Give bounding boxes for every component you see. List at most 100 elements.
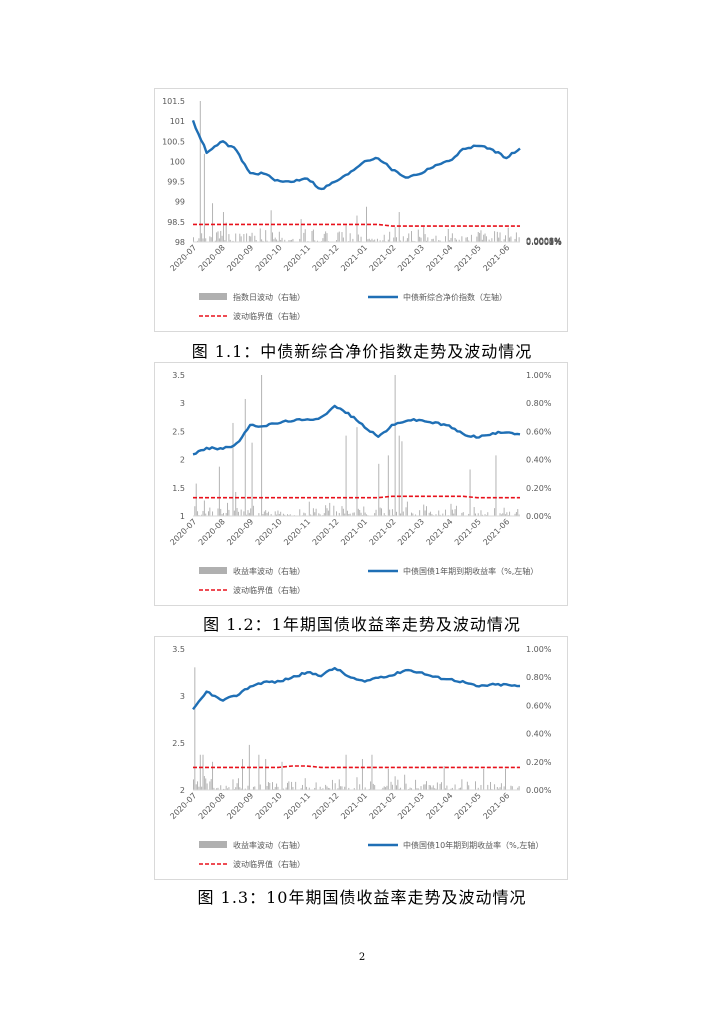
volatility-bar xyxy=(327,510,329,516)
right-axis-tick: 0.60% xyxy=(526,427,552,436)
volatility-bar xyxy=(280,239,282,242)
legend-bars-label: 指数日波动（右轴） xyxy=(233,292,305,302)
volatility-bar xyxy=(428,785,430,790)
x-axis-tick: 2021-04 xyxy=(424,517,454,547)
volatility-bar xyxy=(379,507,381,516)
volatility-bar xyxy=(431,239,433,242)
x-axis-tick: 2021-01 xyxy=(339,243,369,273)
volatility-bar xyxy=(337,232,339,242)
chart-3-svg: 2 2.5 3 3.5 0.00% 0.20% 0.40% 0.60% 0.80% 1.00% 20… xyxy=(168,645,551,869)
volatility-bar xyxy=(496,786,498,790)
volatility-bar xyxy=(360,236,362,242)
page-number: 2 xyxy=(358,952,366,963)
volatility-bar xyxy=(276,239,278,242)
volatility-bar xyxy=(495,455,497,516)
threshold-line xyxy=(193,223,520,227)
volatility-bar xyxy=(265,230,267,242)
volatility-bar xyxy=(374,239,376,242)
volatility-bar xyxy=(237,778,239,790)
volatility-bar xyxy=(359,784,361,790)
volatility-bar xyxy=(412,240,414,242)
volatility-bar xyxy=(246,514,248,516)
volatility-bar xyxy=(216,232,218,242)
x-axis-tick: 2021-04 xyxy=(424,791,454,821)
volatility-bar xyxy=(288,240,290,242)
volatility-bar xyxy=(207,511,209,516)
volatility-bar xyxy=(284,239,286,242)
volatility-bar xyxy=(514,238,516,242)
volatility-bar xyxy=(218,238,220,242)
volatility-bar xyxy=(487,512,489,516)
left-axis-tick: 98.5 xyxy=(167,218,185,227)
volatility-bar xyxy=(242,758,243,790)
volatility-bar xyxy=(465,237,467,242)
volatility-bar xyxy=(389,231,391,242)
volatility-bar xyxy=(267,782,269,790)
volatility-bar xyxy=(267,511,269,516)
volatility-bar xyxy=(490,781,491,790)
volatility-bar xyxy=(398,788,400,790)
volatility-bar xyxy=(236,783,238,790)
volatility-bar xyxy=(494,784,496,790)
index-line xyxy=(191,120,521,191)
right-axis-tick: 0.0007% xyxy=(526,237,562,246)
volatility-bar xyxy=(387,455,389,516)
volatility-bar xyxy=(345,435,347,516)
volatility-bar xyxy=(510,236,512,242)
volatility-bar xyxy=(510,785,512,790)
volatility-bar xyxy=(477,787,479,790)
volatility-bar xyxy=(363,506,365,516)
volatility-bar xyxy=(209,236,211,242)
left-axis-tick: 101.5 xyxy=(162,97,185,106)
volatility-bar xyxy=(386,785,388,790)
x-axis-tick: 2021-02 xyxy=(368,791,398,821)
volatility-bar xyxy=(353,788,355,790)
volatility-bar xyxy=(252,505,254,516)
volatility-bar xyxy=(348,514,350,516)
volatility-bar xyxy=(306,786,308,790)
volatility-bar xyxy=(445,236,447,242)
volatility-bar xyxy=(391,784,393,790)
volatility-bar xyxy=(411,512,412,516)
volatility-bar xyxy=(454,509,456,516)
volatility-bar xyxy=(419,510,421,516)
volatility-bar xyxy=(209,507,211,516)
volatility-bar xyxy=(374,785,376,790)
right-axis-tick: 0.0008% xyxy=(526,237,562,246)
volatility-bar xyxy=(274,511,276,516)
volatility-bar xyxy=(203,776,205,790)
right-axis-tick: 0.0001% xyxy=(526,238,562,247)
x-axis-tick: 2020-08 xyxy=(197,243,227,273)
legend-bars-swatch xyxy=(199,567,227,574)
volatility-bar xyxy=(424,784,426,790)
volatility-bar xyxy=(458,788,460,790)
volatility-bar xyxy=(336,240,338,242)
volatility-bar xyxy=(217,787,219,790)
volatility-bar xyxy=(484,233,486,242)
legend-threshold-label: 波动临界值（右轴） xyxy=(233,311,305,321)
volatility-bar xyxy=(285,787,287,790)
volatility-bar xyxy=(308,501,310,516)
volatility-bar xyxy=(491,238,493,242)
volatility-bar xyxy=(235,492,237,516)
legend-line-label: 中债国债10年期到期收益率（%,左轴） xyxy=(403,840,543,850)
x-axis-tick: 2021-06 xyxy=(481,517,511,547)
chart-3: 2 2.5 3 3.5 0.00% 0.20% 0.40% 0.60% 0.80% 1.00% 20… xyxy=(154,636,568,880)
volatility-bar xyxy=(401,441,403,516)
volatility-bar xyxy=(427,237,429,242)
volatility-bar xyxy=(227,788,229,790)
volatility-bar xyxy=(375,509,377,516)
volatility-bar xyxy=(469,469,471,516)
legend-threshold-label: 波动临界值（右轴） xyxy=(233,859,305,869)
volatility-bar xyxy=(383,786,385,790)
volatility-bar xyxy=(411,231,412,242)
volatility-bar xyxy=(228,509,230,516)
volatility-bar xyxy=(434,788,436,790)
legend-threshold-label: 波动临界值（右轴） xyxy=(233,585,305,595)
volatility-bar xyxy=(349,513,351,516)
x-axis-tick: 2020-10 xyxy=(254,791,284,821)
volatility-bar xyxy=(383,234,385,242)
x-axis-tick: 2020-12 xyxy=(311,791,341,821)
volatility-bar xyxy=(239,233,241,242)
volatility-bar xyxy=(322,788,324,790)
